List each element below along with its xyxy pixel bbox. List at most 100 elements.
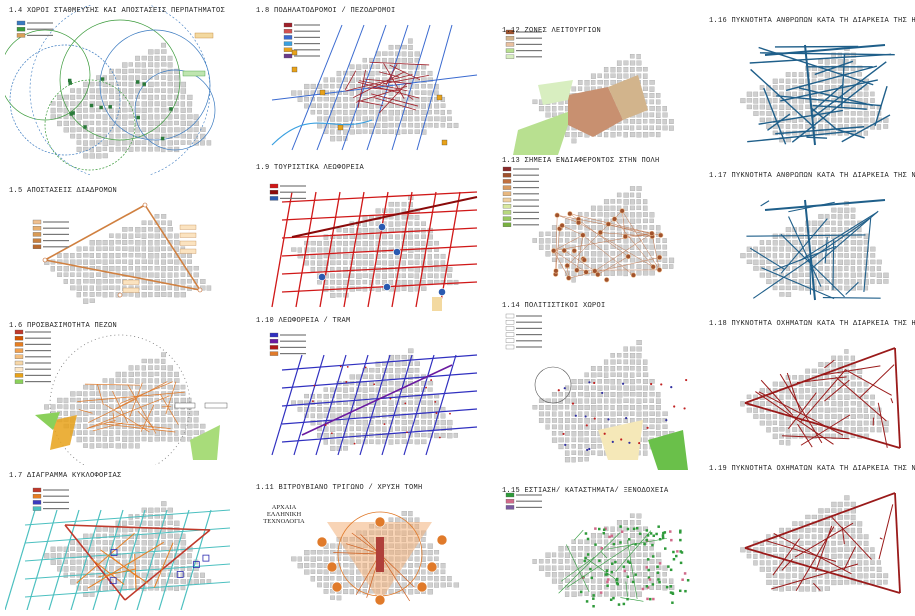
bus-stop xyxy=(373,383,376,386)
venue-marker xyxy=(641,587,645,591)
legend-text-line xyxy=(43,246,69,248)
legend-text-line xyxy=(280,197,306,199)
density-street xyxy=(806,136,828,139)
green-zone xyxy=(190,425,220,460)
distance-tag xyxy=(182,70,206,77)
venue-marker xyxy=(679,531,682,534)
vehicle-street xyxy=(781,435,850,440)
secondary-road xyxy=(76,532,135,584)
traffic-lane xyxy=(24,509,231,526)
city-blocks xyxy=(50,42,212,159)
pedestrian-path xyxy=(119,381,173,404)
density-street xyxy=(841,53,846,107)
street-highlight xyxy=(626,539,638,600)
density-street xyxy=(798,87,873,107)
route-node xyxy=(117,292,123,298)
venue-marker xyxy=(611,562,614,565)
venue-marker xyxy=(651,543,654,547)
connection-line xyxy=(553,250,587,273)
legend-text-line xyxy=(294,55,320,57)
vehicle-main xyxy=(894,492,901,594)
venue-marker xyxy=(634,543,637,546)
tour-bus-route xyxy=(319,191,341,308)
pedestrian-street xyxy=(407,95,414,100)
bus-stop xyxy=(449,412,451,415)
pedestrian-street xyxy=(383,63,405,99)
cultural-site xyxy=(685,378,688,382)
density-street xyxy=(814,60,854,76)
point-of-interest xyxy=(630,272,637,278)
venue-marker xyxy=(586,553,590,556)
traffic-lane xyxy=(48,509,80,610)
map-panel-p17: 1.7 ΔΙΑΓΡΑΜΜΑ ΚΥΚΛΟΦΟΡΙΑΣ xyxy=(5,470,233,610)
legend-text-line xyxy=(516,327,542,329)
point-of-interest xyxy=(559,222,565,229)
cultural-site xyxy=(625,417,628,420)
cultural-site xyxy=(603,432,606,435)
venue-marker xyxy=(581,576,585,579)
legend-swatch xyxy=(32,494,42,499)
venue-marker xyxy=(592,594,595,597)
legend-swatch xyxy=(502,222,512,227)
bus-stop xyxy=(378,223,386,231)
street-highlight xyxy=(606,538,667,550)
point-of-interest xyxy=(658,232,664,238)
venue-marker xyxy=(612,542,616,546)
tour-bus-route xyxy=(281,281,478,293)
pedestrian-path xyxy=(160,394,179,425)
route-line xyxy=(44,204,146,261)
map-panel-p119: 1.19 ΠΥΚΝΟΤΗΤΑ ΟΧΗΜΑΤΩΝ ΚΑΤΑ ΤΗ ΔΙΑΡΚΕΙΑ… xyxy=(705,463,915,608)
legend-text-line xyxy=(513,199,539,201)
venue-marker xyxy=(628,561,632,565)
venue-marker xyxy=(589,567,592,571)
route-node xyxy=(142,202,148,208)
panel-title: 1.6 ΠΡΟΣΒΑΣΙΜΟΤΗΤΑ ΠΕΖΩΝ xyxy=(9,322,118,330)
main-road xyxy=(124,529,211,601)
traffic-lane xyxy=(24,581,231,598)
pedestrian-path xyxy=(100,423,176,433)
density-street xyxy=(812,61,887,118)
venue-marker xyxy=(614,560,617,564)
bus-route xyxy=(425,354,457,456)
legend-swatch xyxy=(502,197,512,203)
traffic-lane xyxy=(24,563,231,580)
legend-text-line xyxy=(513,187,539,189)
cultural-site xyxy=(607,418,610,421)
legend-text-line xyxy=(43,501,69,503)
landmark-node xyxy=(374,516,386,528)
point-of-interest xyxy=(567,211,573,217)
venue-marker xyxy=(684,589,687,593)
map-graphic xyxy=(505,492,690,608)
map-panel-p118: 1.18 ΠΥΚΝΟΤΗΤΑ ΟΧΗΜΑΤΩΝ ΚΑΤΑ ΤΗ ΔΙΑΡΚΕΙΑ… xyxy=(705,318,915,458)
legend-swatch xyxy=(269,196,279,201)
legend-swatch xyxy=(502,185,512,190)
venue-marker xyxy=(646,558,650,561)
venue-marker xyxy=(662,531,665,535)
bike-lane xyxy=(271,74,478,101)
legend-swatch xyxy=(269,351,279,356)
cultural-site xyxy=(563,387,566,390)
parking-marker xyxy=(169,107,173,111)
venue-marker xyxy=(657,578,660,581)
legend-swatch xyxy=(502,191,512,196)
point-of-interest xyxy=(571,248,577,254)
pedestrian-street xyxy=(373,97,417,111)
vehicle-street xyxy=(771,563,859,590)
legend-swatch xyxy=(269,345,279,350)
legend-swatch xyxy=(505,326,515,331)
density-street xyxy=(747,130,857,143)
density-street xyxy=(832,240,835,291)
cultural-site xyxy=(588,447,591,451)
legend-text-line xyxy=(513,224,539,226)
venue-marker xyxy=(600,547,603,550)
vehicle-street xyxy=(890,398,894,404)
traffic-lane xyxy=(24,545,231,562)
legend-swatch xyxy=(14,367,24,372)
venue-marker xyxy=(679,529,682,533)
venue-marker xyxy=(663,531,667,534)
vehicle-main xyxy=(744,547,901,594)
legend-swatch xyxy=(283,47,293,52)
point-of-interest xyxy=(656,267,663,273)
connection-line xyxy=(553,233,652,251)
parking-marker xyxy=(100,77,105,81)
